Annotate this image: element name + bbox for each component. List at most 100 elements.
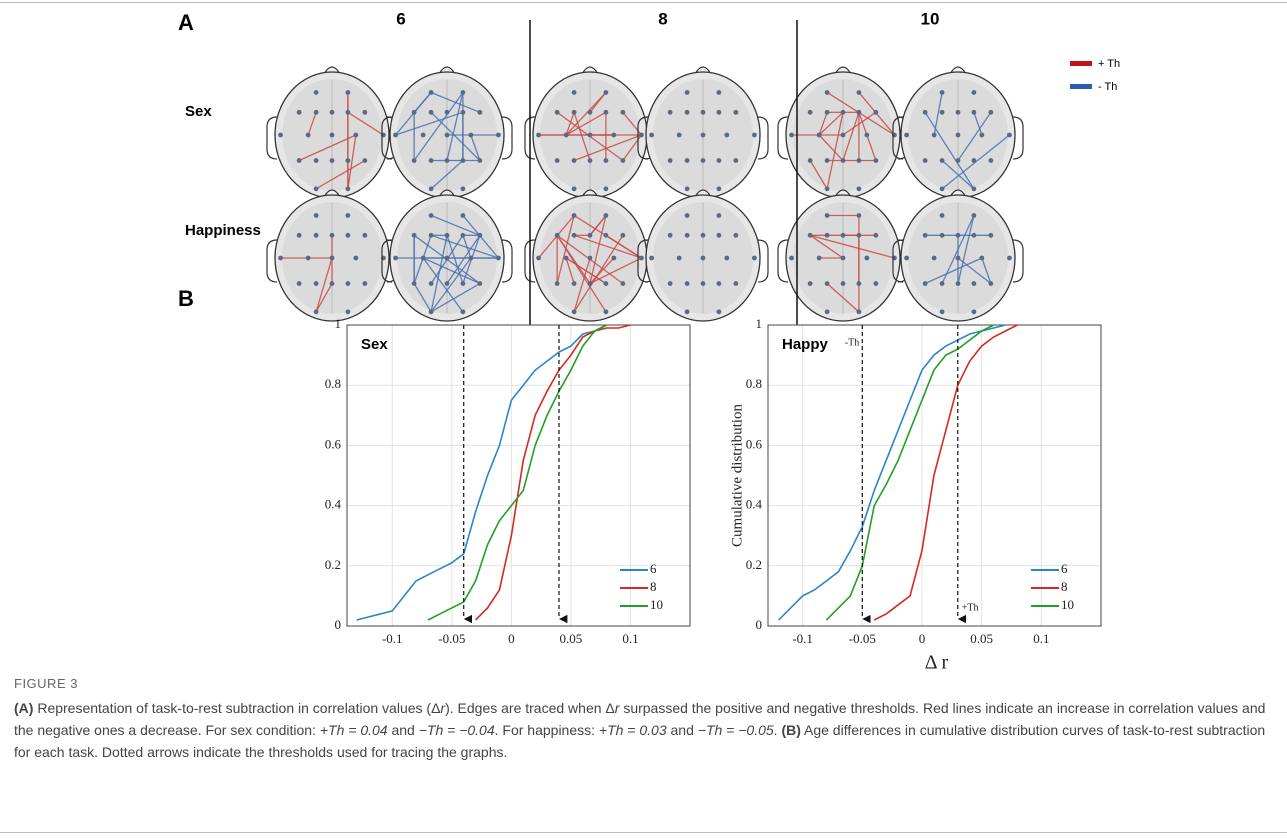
electrode bbox=[428, 158, 434, 163]
electrode bbox=[971, 109, 977, 115]
electrode bbox=[873, 158, 879, 163]
electrode bbox=[477, 232, 483, 238]
electrode bbox=[444, 281, 450, 286]
electrode bbox=[971, 186, 977, 192]
electrode bbox=[444, 158, 450, 163]
electrode bbox=[278, 255, 283, 261]
electrode bbox=[931, 255, 937, 261]
electrode bbox=[1007, 132, 1012, 138]
edge bbox=[430, 91, 481, 113]
edge bbox=[565, 112, 575, 136]
edge bbox=[818, 111, 844, 136]
electrode bbox=[979, 255, 985, 261]
electrode bbox=[955, 232, 961, 238]
x-tick-label: -0.05 bbox=[438, 631, 465, 646]
electrode bbox=[313, 90, 319, 95]
edge bbox=[315, 257, 333, 313]
electrode bbox=[939, 232, 945, 238]
panel-label: B bbox=[178, 286, 194, 311]
chart-title: Happy bbox=[782, 336, 829, 353]
electrode bbox=[700, 158, 706, 163]
electrode bbox=[603, 213, 609, 218]
electrode bbox=[856, 186, 862, 192]
electrode bbox=[460, 158, 466, 163]
electrode bbox=[807, 232, 813, 238]
cdf-line bbox=[825, 324, 994, 621]
electrode bbox=[700, 255, 706, 261]
electrode bbox=[313, 109, 319, 115]
y-tick-label: 0.2 bbox=[325, 557, 341, 572]
electrode bbox=[554, 232, 560, 238]
electrode bbox=[460, 186, 466, 192]
legend-swatch bbox=[1070, 84, 1092, 89]
electrode bbox=[296, 232, 302, 238]
electrode bbox=[611, 132, 617, 138]
head bbox=[777, 189, 909, 322]
caption: FIGURE 3 (A) Representation of task-to-r… bbox=[14, 676, 1276, 763]
ear bbox=[637, 239, 649, 283]
electrode bbox=[856, 109, 862, 115]
electrode bbox=[856, 309, 862, 315]
electrode bbox=[716, 309, 722, 315]
electrode bbox=[676, 255, 682, 261]
ear bbox=[637, 116, 649, 160]
column-label: 6 bbox=[396, 9, 405, 28]
electrode bbox=[313, 186, 319, 192]
electrode bbox=[329, 158, 335, 163]
electrode bbox=[554, 281, 560, 286]
electrode bbox=[587, 255, 593, 261]
electrode bbox=[362, 232, 368, 238]
edge bbox=[565, 92, 607, 136]
electrode bbox=[807, 109, 813, 115]
electrode bbox=[496, 132, 501, 138]
electrode bbox=[428, 213, 434, 218]
edge bbox=[924, 257, 983, 285]
electrode bbox=[620, 281, 626, 286]
electrode bbox=[411, 232, 417, 238]
y-tick-label: 0 bbox=[756, 617, 763, 632]
electrode bbox=[988, 232, 994, 238]
electrode bbox=[840, 255, 846, 261]
electrode bbox=[571, 309, 577, 315]
edge bbox=[565, 257, 575, 284]
electrode bbox=[345, 158, 351, 163]
electrode bbox=[816, 255, 822, 261]
electrode bbox=[345, 109, 351, 115]
electrode bbox=[587, 109, 593, 115]
ear bbox=[777, 116, 789, 160]
electrode bbox=[684, 186, 690, 192]
electrode bbox=[313, 309, 319, 315]
electrode bbox=[554, 109, 560, 115]
x-tick-label: -0.1 bbox=[382, 631, 403, 646]
electrode bbox=[752, 255, 757, 261]
y-tick-label: 0.8 bbox=[746, 376, 762, 391]
caption-part: Age differences in cumulative distributi… bbox=[14, 722, 1266, 760]
electrode bbox=[345, 232, 351, 238]
head bbox=[777, 66, 909, 199]
electrode bbox=[824, 158, 830, 163]
electrode bbox=[460, 213, 466, 218]
electrode bbox=[353, 132, 359, 138]
electrode bbox=[789, 132, 794, 138]
legend-label: + Th bbox=[1098, 58, 1120, 70]
legend-label: 8 bbox=[650, 579, 657, 594]
electrode bbox=[939, 281, 945, 286]
electrode bbox=[571, 109, 577, 115]
electrode bbox=[971, 281, 977, 286]
edge bbox=[573, 134, 642, 162]
electrode bbox=[931, 132, 937, 138]
y-tick-label: 1 bbox=[756, 316, 763, 331]
electrode bbox=[563, 132, 569, 138]
edge bbox=[565, 257, 607, 285]
electrode bbox=[477, 158, 483, 163]
head bbox=[892, 66, 1024, 199]
electrode bbox=[329, 109, 335, 115]
electrode bbox=[603, 232, 609, 238]
edge bbox=[818, 134, 844, 161]
edge bbox=[430, 257, 472, 313]
row-label: Happiness bbox=[185, 222, 261, 239]
electrode bbox=[411, 158, 417, 163]
electrode bbox=[313, 281, 319, 286]
electrode bbox=[1007, 255, 1012, 261]
electrode bbox=[428, 281, 434, 286]
